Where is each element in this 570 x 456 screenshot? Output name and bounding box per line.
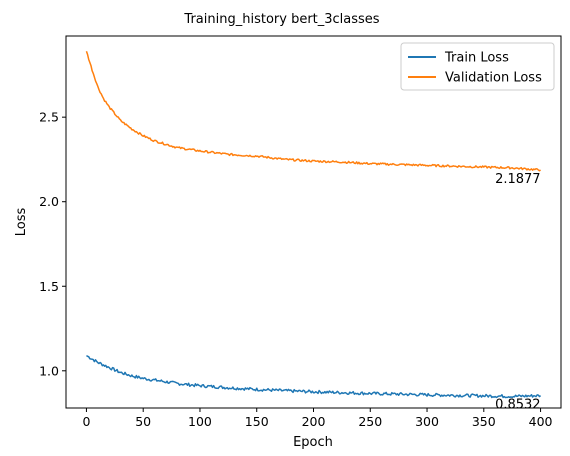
y-axis-ticks: 1.0 1.5 2.0 2.5 [39,110,66,378]
y-axis-label: Loss [14,208,29,237]
y-tick-label: 1.5 [39,279,59,294]
x-tick-label: 400 [529,414,553,429]
legend-box [400,42,555,91]
series-layer [85,50,542,399]
x-axis-label: Epoch [293,435,333,450]
x-axis-ticks: 0 50 100 150 200 250 300 350 400 [82,408,553,429]
x-tick-label: 300 [415,414,439,429]
x-tick-label: 200 [302,414,326,429]
annotations: 2.1877 0.8532 [495,172,541,413]
x-tick-label: 150 [245,414,269,429]
x-tick-label: 0 [82,414,90,429]
x-tick-label: 100 [188,414,212,429]
series-line-train-loss [86,354,542,399]
legend-label-train: Train Loss [444,51,509,66]
y-tick-label: 1.0 [39,363,59,378]
y-tick-label: 2.0 [39,194,59,209]
x-tick-label: 250 [358,414,382,429]
plot-frame [65,35,562,409]
x-tick-label: 350 [472,414,496,429]
final-value-annotation: 0.8532 [495,398,541,413]
legend: Train Loss Validation Loss [400,42,555,91]
final-value-annotation: 2.1877 [495,172,541,187]
series-line-validation-loss [85,50,541,172]
legend-label-validation: Validation Loss [445,71,542,86]
chart-title: Training_history bert_3classes [183,12,379,27]
x-tick-label: 50 [135,414,151,429]
y-tick-label: 2.5 [39,110,59,125]
